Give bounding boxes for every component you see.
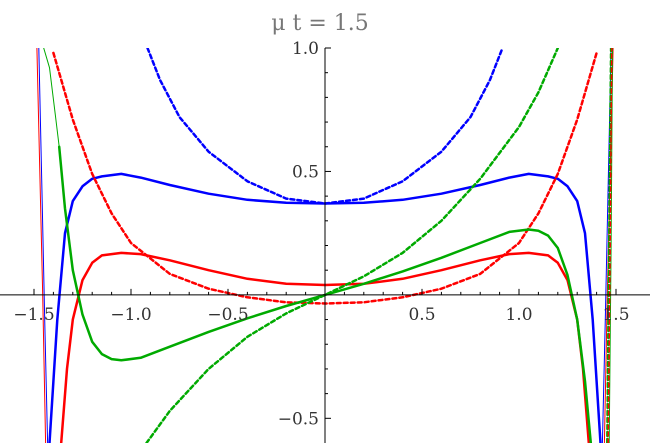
y-tick-label: −0.5 bbox=[278, 409, 319, 429]
series-line-12 bbox=[145, 48, 560, 443]
ticks-layer: −1.5 −1.0 −0.5 0.5 1.0 1.5 1.0 0.5 −0.5 bbox=[13, 39, 629, 429]
y-tick-label: 1.0 bbox=[292, 39, 319, 59]
chart-title: μ t = 1.5 bbox=[271, 11, 369, 36]
series-line-14 bbox=[607, 48, 613, 443]
y-tick-label: 0.5 bbox=[292, 162, 319, 182]
series-line-11 bbox=[608, 48, 613, 443]
x-tick-label: 0.5 bbox=[408, 305, 435, 325]
series-line-6 bbox=[36, 48, 47, 443]
series-line-10 bbox=[43, 48, 60, 148]
series-line-2 bbox=[38, 48, 49, 443]
x-tick-label: 1.5 bbox=[602, 305, 629, 325]
series-line-3 bbox=[601, 48, 612, 443]
x-tick-label: −1.5 bbox=[13, 305, 54, 325]
x-tick-label: 1.0 bbox=[505, 305, 532, 325]
x-tick-label: −1.0 bbox=[110, 305, 151, 325]
x-tick-label: −0.5 bbox=[207, 305, 248, 325]
